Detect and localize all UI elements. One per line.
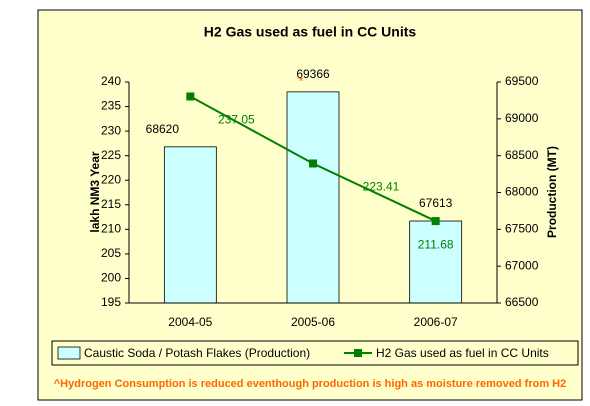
bar [286, 91, 340, 304]
chart-title: H2 Gas used as fuel in CC Units [204, 24, 417, 40]
bar-value-label: 69366 [296, 67, 330, 81]
line-value-label: 211.68 [418, 237, 454, 251]
line-value-label: 237.05 [218, 113, 255, 127]
legend-box [51, 340, 579, 366]
y-tick-label: 200 [101, 271, 121, 285]
bar-value-label: 68620 [146, 122, 180, 136]
y-tick-label: 220 [101, 172, 121, 186]
y-tick-label: 205 [101, 246, 121, 260]
y-tick-label: 225 [101, 148, 121, 162]
bar [409, 220, 463, 304]
y-tick-label: 195 [101, 295, 121, 309]
y2-tick-label: 68000 [505, 185, 539, 199]
y2-tick-label: 69500 [505, 74, 539, 88]
y2-axis-label: Production (MT) [545, 146, 559, 238]
x-tick-label: 2005-06 [291, 315, 335, 329]
line-value-label: 223.41 [363, 180, 400, 194]
y-axis-label: lakh NM3 Year [88, 151, 102, 232]
y-tick-label: 240 [101, 74, 121, 88]
y-tick-label: 210 [101, 222, 121, 236]
footnote: ^Hydrogen Consumption is reduced eventho… [54, 378, 566, 390]
legend-marker [354, 349, 362, 357]
line-marker [186, 92, 195, 101]
y2-tick-label: 68500 [505, 148, 539, 162]
line-marker [431, 217, 440, 226]
y-tick-label: 215 [101, 197, 121, 211]
y-tick-label: 230 [101, 123, 121, 137]
y-tick-label: 235 [101, 99, 121, 113]
y2-tick-label: 67000 [505, 258, 539, 272]
y2-tick-label: 66500 [505, 295, 539, 309]
y2-tick-label: 67500 [505, 222, 539, 236]
y2-tick-label: 69000 [505, 111, 539, 125]
legend-label: H2 Gas used as fuel in CC Units [376, 346, 549, 360]
bar [163, 146, 217, 304]
bar-value-label: 67613 [419, 196, 453, 210]
x-tick-label: 2004-05 [168, 315, 212, 329]
legend-swatch [57, 346, 81, 360]
line-marker [309, 159, 317, 168]
x-tick-label: 2006-07 [414, 315, 458, 329]
annotation: * [298, 73, 303, 88]
legend-label: Caustic Soda / Potash Flakes (Production… [84, 346, 310, 360]
